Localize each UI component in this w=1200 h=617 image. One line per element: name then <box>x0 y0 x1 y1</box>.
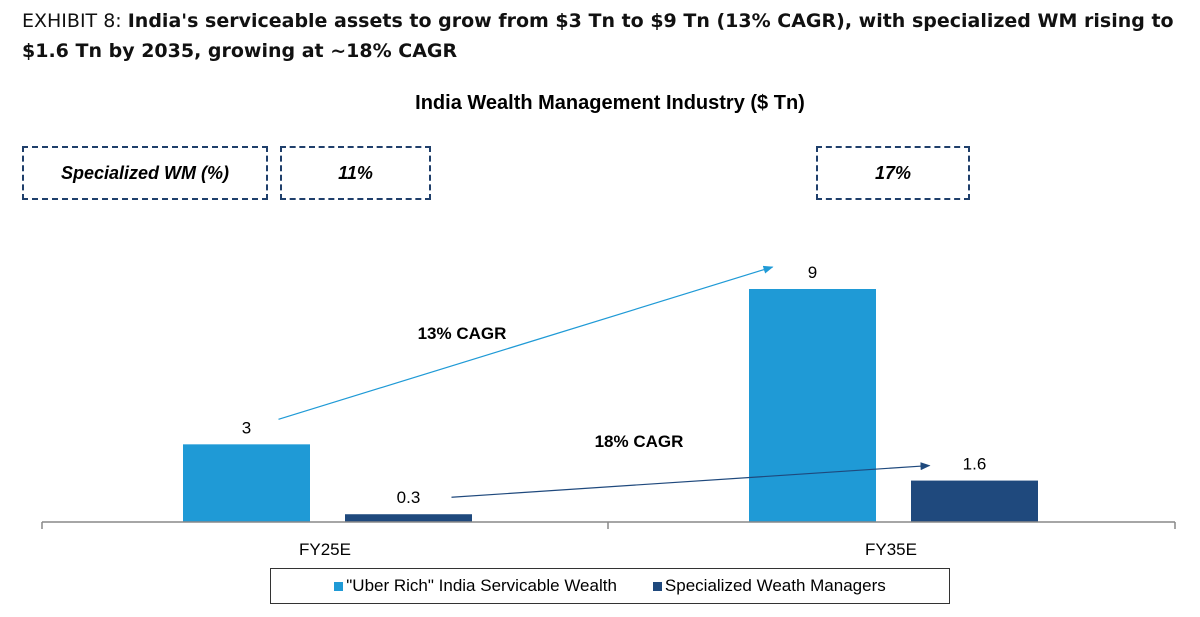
legend: "Uber Rich" India Servicable Wealth Spec… <box>270 568 950 604</box>
cagr-arrow <box>278 265 774 420</box>
legend-label: Specialized Weath Managers <box>664 576 886 595</box>
bar-specialized-wm-fy35e <box>911 480 1038 522</box>
exhibit-heading: EXHIBIT 8: India's serviceable assets to… <box>22 6 1192 66</box>
legend-item: "Uber Rich" India Servicable Wealth <box>334 576 617 596</box>
legend-item: Specialized Weath Managers <box>652 576 886 596</box>
bar-uber-rich-fy25e <box>183 444 310 522</box>
specialized-wm-fy25-box: 11% <box>280 146 431 200</box>
exhibit-title: India's serviceable assets to grow from … <box>22 10 1174 62</box>
data-label: 9 <box>808 263 817 282</box>
cagr-label: 13% CAGR <box>418 324 507 343</box>
cagr-label: 18% CAGR <box>595 432 684 451</box>
category-label: FY35E <box>865 540 917 559</box>
legend-swatch <box>334 581 344 591</box>
specialized-wm-label-box: Specialized WM (%) <box>22 146 268 200</box>
chart-title: India Wealth Management Industry ($ Tn) <box>415 92 805 114</box>
bar-uber-rich-fy35e <box>749 289 876 522</box>
specialized-wm-fy35-box: 17% <box>816 146 970 200</box>
category-label: FY25E <box>299 540 351 559</box>
data-label: 3 <box>242 418 251 437</box>
exhibit-label: EXHIBIT 8: <box>22 10 128 32</box>
bar-specialized-wm-fy25e <box>345 514 472 522</box>
legend-swatch <box>652 581 662 591</box>
data-label: 0.3 <box>397 488 421 507</box>
data-label: 1.6 <box>963 455 987 474</box>
legend-label: "Uber Rich" India Servicable Wealth <box>346 576 617 595</box>
cagr-arrow <box>451 462 931 498</box>
